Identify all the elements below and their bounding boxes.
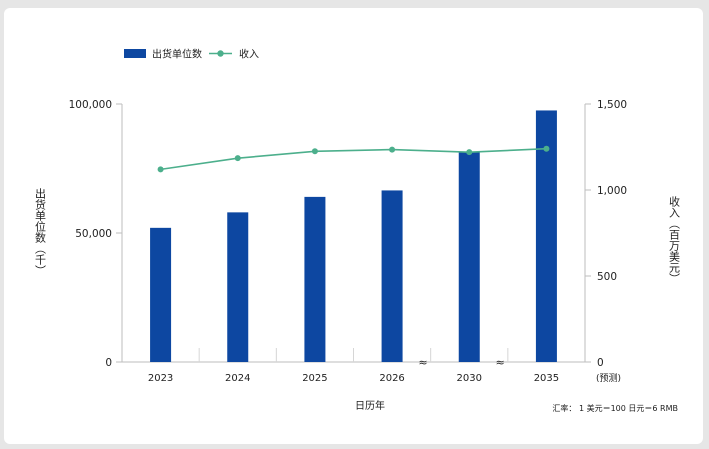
axis-break-mark: ≈ bbox=[496, 356, 505, 369]
right-axis-label: 收入（百万美元） bbox=[668, 195, 681, 284]
axis-break-mark: ≈ bbox=[418, 356, 427, 369]
left-axis-tick-label: 50,000 bbox=[75, 228, 112, 240]
x-axis-label: 日历年 bbox=[355, 399, 385, 412]
x-tick-label: 2026 bbox=[379, 373, 404, 384]
bar-2024 bbox=[227, 212, 249, 362]
revenue-point-2023 bbox=[157, 166, 164, 173]
right-axis-tick-label: 0 bbox=[597, 357, 604, 369]
bar-2026 bbox=[381, 190, 403, 362]
x-tick-label: 2030 bbox=[457, 373, 482, 384]
revenue-line bbox=[160, 147, 547, 171]
left-axis-tick-label: 0 bbox=[105, 357, 112, 369]
bar-2023 bbox=[150, 227, 172, 362]
left-axis-tick-label: 100,000 bbox=[69, 99, 112, 111]
x-tick-label: 2024 bbox=[225, 373, 250, 384]
bar-2030 bbox=[458, 151, 480, 362]
revenue-point-2030 bbox=[466, 149, 473, 156]
revenue-point-2025 bbox=[311, 148, 318, 155]
forecast-label: (预测) bbox=[596, 373, 621, 384]
legend-label-units: 出货单位数 bbox=[152, 48, 202, 61]
revenue-point-2035 bbox=[543, 145, 550, 152]
exchange-rate-note: 汇率： 1 美元＝100 日元＝6 RMB bbox=[552, 403, 678, 413]
right-axis-tick-label: 1,000 bbox=[597, 185, 627, 197]
legend-swatch-units bbox=[124, 49, 146, 58]
revenue-point-2026 bbox=[389, 146, 396, 153]
right-axis-tick-label: 500 bbox=[597, 271, 617, 283]
x-tick-label: 2035 bbox=[534, 373, 559, 384]
left-axis-label: 出货单位数（千） bbox=[34, 187, 47, 276]
legend-marker-revenue bbox=[217, 50, 224, 57]
x-tick-label: 2023 bbox=[148, 373, 173, 384]
right-axis-tick-label: 1,500 bbox=[597, 99, 627, 111]
revenue-point-2024 bbox=[234, 155, 241, 162]
legend-label-revenue: 收入 bbox=[239, 48, 259, 61]
chart-card bbox=[4, 8, 703, 444]
bar-2035 bbox=[535, 110, 557, 362]
bar-2025 bbox=[304, 196, 326, 362]
x-tick-label: 2025 bbox=[302, 373, 327, 384]
